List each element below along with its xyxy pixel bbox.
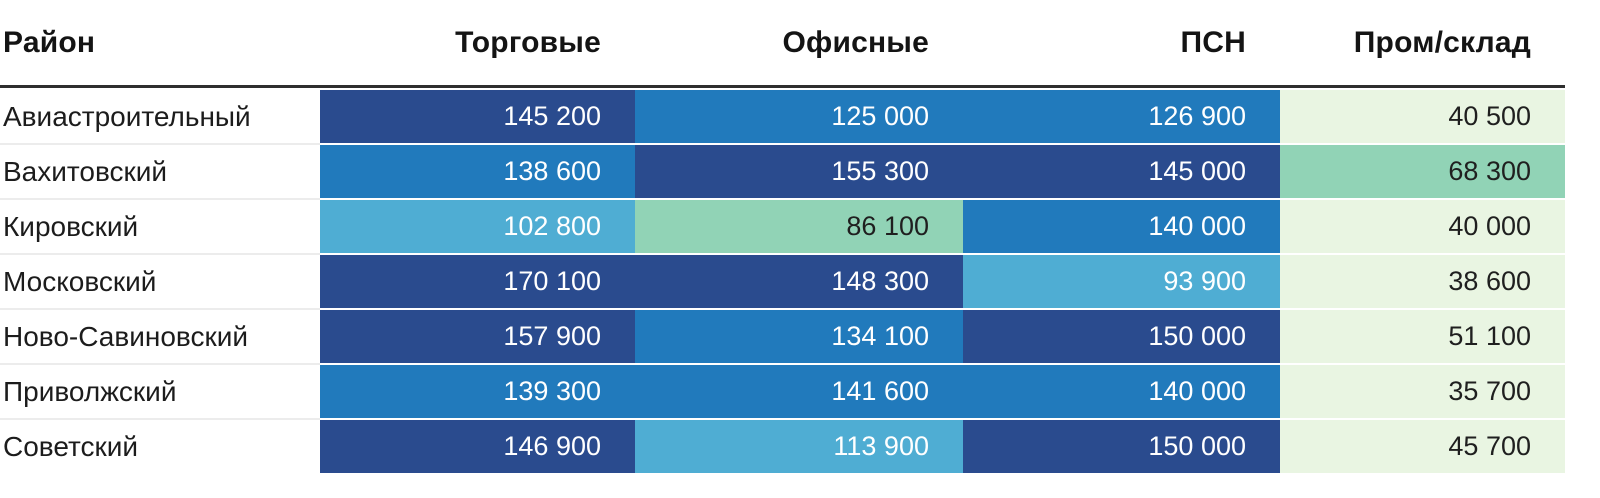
value-cell: 102 800: [320, 200, 635, 253]
district-label: Кировский: [0, 200, 320, 253]
column-header-psn: ПСН: [1180, 25, 1246, 59]
table-row: Приволжский 139 300 141 600 140 000 35 7…: [0, 365, 1565, 418]
table-row: Советский 146 900 113 900 150 000 45 700: [0, 420, 1565, 473]
value-cell: 148 300: [635, 255, 963, 308]
value-cell: 38 600: [1280, 255, 1565, 308]
value-cell: 125 000: [635, 90, 963, 143]
value-cell: 40 500: [1280, 90, 1565, 143]
district-label: Московский: [0, 255, 320, 308]
district-label: Приволжский: [0, 365, 320, 418]
district-label: Ново-Савиновский: [0, 310, 320, 363]
column-header-office: Офисные: [782, 25, 929, 59]
district-label: Советский: [0, 420, 320, 473]
value-cell: 139 300: [320, 365, 635, 418]
value-cell: 140 000: [963, 365, 1280, 418]
column-header-district: Район: [3, 25, 96, 59]
value-cell: 150 000: [963, 420, 1280, 473]
table-row: Московский 170 100 148 300 93 900 38 600: [0, 255, 1565, 308]
value-cell: 45 700: [1280, 420, 1565, 473]
value-cell: 68 300: [1280, 145, 1565, 198]
table-row: Ново-Савиновский 157 900 134 100 150 000…: [0, 310, 1565, 363]
district-label: Вахитовский: [0, 145, 320, 198]
value-cell: 86 100: [635, 200, 963, 253]
value-cell: 145 000: [963, 145, 1280, 198]
table-row: Кировский 102 800 86 100 140 000 40 000: [0, 200, 1565, 253]
district-label: Авиастроительный: [0, 90, 320, 143]
value-cell: 113 900: [635, 420, 963, 473]
value-cell: 146 900: [320, 420, 635, 473]
value-cell: 157 900: [320, 310, 635, 363]
table-row: Вахитовский 138 600 155 300 145 000 68 3…: [0, 145, 1565, 198]
value-cell: 138 600: [320, 145, 635, 198]
value-cell: 170 100: [320, 255, 635, 308]
value-cell: 141 600: [635, 365, 963, 418]
column-header-industrial: Пром/склад: [1353, 25, 1531, 59]
value-cell: 126 900: [963, 90, 1280, 143]
column-header-retail: Торговые: [455, 25, 601, 59]
value-cell: 40 000: [1280, 200, 1565, 253]
value-cell: 35 700: [1280, 365, 1565, 418]
table-row: Авиастроительный 145 200 125 000 126 900…: [0, 90, 1565, 143]
value-cell: 150 000: [963, 310, 1280, 363]
district-price-heatmap-table: Район Торговые Офисные ПСН Пром/склад Ав…: [0, 0, 1565, 473]
value-cell: 155 300: [635, 145, 963, 198]
value-cell: 134 100: [635, 310, 963, 363]
value-cell: 140 000: [963, 200, 1280, 253]
value-cell: 51 100: [1280, 310, 1565, 363]
value-cell: 145 200: [320, 90, 635, 143]
value-cell: 93 900: [963, 255, 1280, 308]
table-header-row: Район Торговые Офисные ПСН Пром/склад: [0, 0, 1565, 88]
